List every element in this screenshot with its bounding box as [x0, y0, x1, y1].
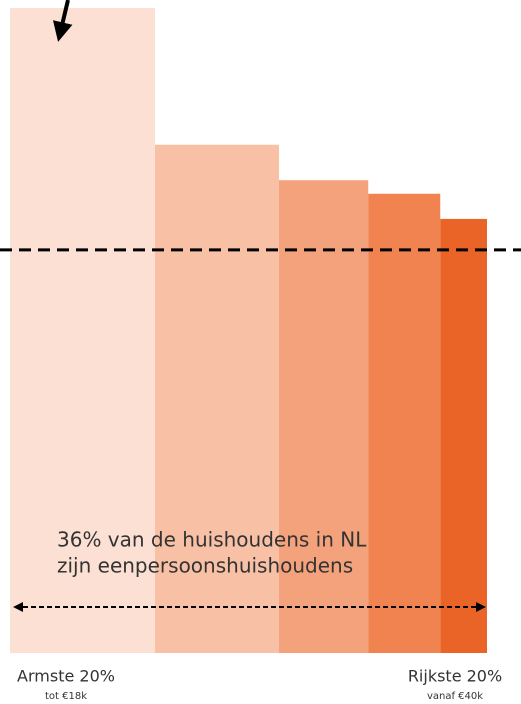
bar [155, 144, 280, 654]
bar [279, 180, 369, 653]
pointer-arrow [52, 0, 73, 42]
annotation: zijn eenpersoonshuishoudens [57, 554, 353, 578]
bar [440, 218, 487, 654]
left-sublabel: tot €18k [45, 691, 87, 702]
right-label: Rijkste 20% [408, 667, 502, 686]
bars [10, 8, 487, 654]
right-sublabel: vanaf €40k [427, 691, 483, 702]
bar [10, 8, 156, 653]
annotation: 36% van de huishoudens in NL [57, 528, 367, 552]
bar [368, 193, 441, 653]
left-label: Armste 20% [17, 667, 115, 686]
